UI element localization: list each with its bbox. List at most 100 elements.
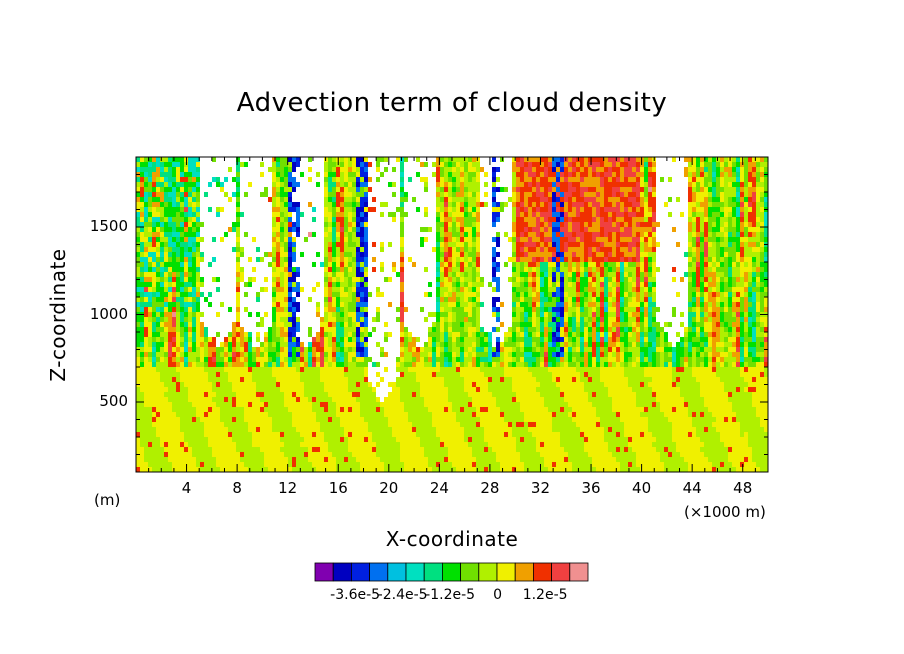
field-cell	[384, 182, 389, 188]
field-cell	[420, 222, 425, 228]
field-cell	[416, 207, 421, 213]
field-cell	[304, 277, 309, 283]
field-cell	[428, 197, 433, 203]
field-cell	[136, 447, 141, 453]
field-cell	[180, 242, 185, 248]
field-cell	[228, 182, 233, 188]
field-cell	[260, 217, 265, 223]
field-cell	[280, 232, 285, 238]
field-cell	[396, 432, 401, 438]
field-cell	[236, 347, 241, 353]
field-cell	[272, 377, 277, 383]
field-cell	[384, 417, 389, 423]
field-cell	[200, 447, 205, 453]
field-cell	[432, 192, 437, 198]
field-cell	[168, 367, 173, 373]
field-cell	[408, 207, 413, 213]
field-cell	[260, 337, 265, 343]
field-cell	[436, 247, 441, 253]
field-cell	[308, 442, 313, 448]
field-cell	[340, 157, 345, 163]
field-cell	[268, 347, 273, 353]
field-cell	[432, 182, 437, 188]
field-cell	[328, 427, 333, 433]
field-cell	[240, 327, 245, 333]
field-cell	[176, 332, 181, 338]
field-cell	[348, 462, 353, 468]
field-cell	[216, 202, 221, 208]
field-cell	[276, 247, 281, 253]
field-cell	[276, 182, 281, 188]
field-cell	[332, 227, 337, 233]
field-cell	[328, 377, 333, 383]
field-cell	[304, 227, 309, 233]
field-cell	[400, 407, 405, 413]
field-cell	[252, 177, 257, 183]
field-cell	[264, 437, 269, 443]
field-cell	[188, 217, 193, 223]
field-cell	[292, 432, 297, 438]
field-cell	[432, 342, 437, 348]
field-cell	[192, 192, 197, 198]
field-cell	[204, 302, 209, 308]
field-cell	[348, 467, 353, 472]
field-cell	[376, 287, 381, 293]
field-cell	[276, 437, 281, 443]
field-cell	[448, 382, 453, 388]
field-cell	[308, 257, 313, 263]
field-cell	[300, 292, 305, 298]
field-cell	[276, 312, 281, 318]
field-cell	[444, 247, 449, 253]
field-cell	[436, 392, 441, 398]
field-cell	[444, 317, 449, 323]
field-cell	[332, 337, 337, 343]
field-cell	[264, 157, 269, 163]
field-cell	[428, 187, 433, 193]
field-cell	[300, 307, 305, 313]
field-cell	[200, 427, 205, 433]
field-cell	[428, 302, 433, 308]
field-cell	[368, 242, 373, 248]
field-cell	[428, 412, 433, 418]
field-cell	[180, 382, 185, 388]
field-cell	[352, 457, 357, 463]
field-cell	[240, 277, 245, 283]
field-cell	[304, 287, 309, 293]
field-cell	[448, 412, 453, 418]
field-cell	[144, 277, 149, 283]
field-cell	[408, 242, 413, 248]
field-cell	[192, 327, 197, 333]
field-cell	[324, 392, 329, 398]
field-cell	[376, 217, 381, 223]
field-cell	[360, 462, 365, 468]
field-cell	[384, 267, 389, 273]
field-cell	[384, 192, 389, 198]
field-cell	[424, 332, 429, 338]
field-cell	[180, 247, 185, 253]
field-cell	[396, 402, 401, 408]
field-cell	[136, 372, 141, 378]
field-cell	[320, 332, 325, 338]
field-cell	[276, 292, 281, 298]
field-cell	[388, 242, 393, 248]
field-cell	[448, 242, 453, 248]
field-cell	[400, 222, 405, 228]
field-cell	[144, 162, 149, 168]
field-cell	[252, 232, 257, 238]
field-cell	[272, 357, 277, 363]
field-cell	[400, 177, 405, 183]
field-cell	[284, 402, 289, 408]
field-cell	[284, 182, 289, 188]
field-cell	[224, 287, 229, 293]
field-cell	[220, 157, 225, 163]
field-cell	[384, 362, 389, 368]
field-cell	[292, 397, 297, 403]
field-cell	[304, 182, 309, 188]
field-cell	[160, 187, 165, 193]
field-cell	[444, 387, 449, 393]
field-cell	[408, 262, 413, 268]
field-cell	[436, 457, 441, 463]
field-cell	[296, 337, 301, 343]
field-cell	[404, 247, 409, 253]
field-cell	[352, 417, 357, 423]
